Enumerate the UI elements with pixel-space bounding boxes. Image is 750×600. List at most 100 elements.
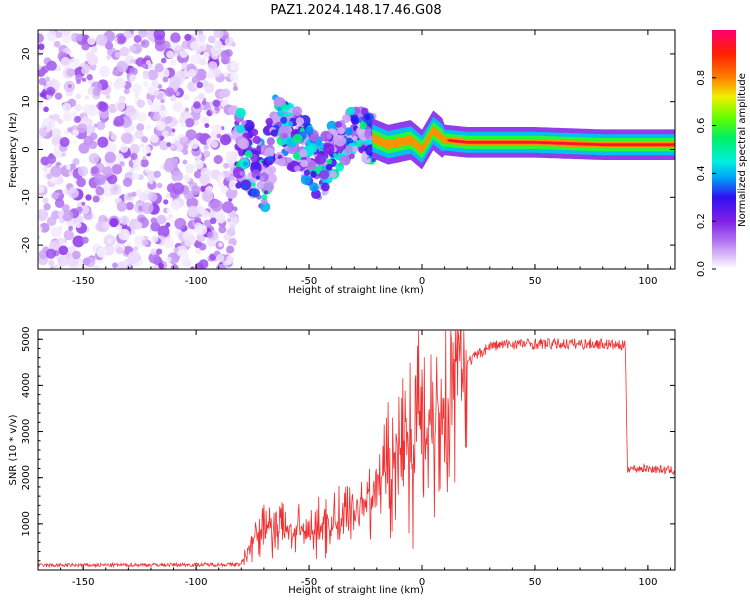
spectrogram-plot-area <box>38 30 675 269</box>
y-tick-label: 10 <box>21 95 32 108</box>
signal-mark <box>340 154 351 166</box>
noise-mark <box>150 134 159 144</box>
noise-mark <box>166 256 172 263</box>
spectrogram-y-label: Frequency (Hz) <box>8 112 19 188</box>
noise-mark <box>169 75 182 88</box>
signal-mark <box>333 152 338 158</box>
noise-mark <box>187 205 199 218</box>
noise-mark <box>46 60 57 71</box>
noise-mark <box>199 116 206 123</box>
noise-mark <box>190 266 195 269</box>
noise-mark <box>188 68 197 78</box>
noise-mark <box>196 224 208 236</box>
noise-mark <box>171 170 184 183</box>
noise-mark <box>170 95 177 102</box>
noise-mark <box>130 152 138 161</box>
noise-mark <box>170 71 175 76</box>
noise-mark <box>160 57 167 64</box>
snr-panel: -150 -100 -50 0 50 100 1000 2000 3000 4000 5000 He… <box>8 327 676 596</box>
noise-mark <box>230 61 239 71</box>
noise-mark <box>163 161 175 173</box>
noise-mark <box>216 133 222 139</box>
y-tick-label: 20 <box>21 48 32 61</box>
signal-mark <box>282 133 288 139</box>
noise-mark <box>216 253 225 263</box>
noise-mark <box>114 100 126 112</box>
noise-mark <box>53 40 61 48</box>
snr-y-label: SNR (10 * v/v) <box>8 414 19 485</box>
noise-mark <box>190 57 195 63</box>
noise-mark <box>81 201 86 206</box>
noise-mark <box>127 192 133 198</box>
noise-mark <box>38 102 44 110</box>
noise-mark <box>43 203 51 211</box>
noise-mark <box>136 123 145 132</box>
signal-mark <box>344 127 353 136</box>
noise-mark <box>218 242 223 248</box>
noise-mark <box>107 238 112 244</box>
signal-mark <box>252 135 261 145</box>
noise-mark <box>218 90 227 99</box>
x-tick-label: -50 <box>301 276 317 287</box>
noise-mark <box>212 112 217 117</box>
noise-mark <box>141 202 154 214</box>
noise-mark <box>92 195 100 203</box>
noise-mark <box>66 256 79 268</box>
noise-mark <box>206 231 214 239</box>
noise-mark <box>81 236 89 244</box>
noise-mark <box>46 86 56 96</box>
noise-mark <box>96 120 106 131</box>
noise-mark <box>81 77 87 82</box>
noise-mark <box>138 30 148 38</box>
noise-mark <box>74 264 79 269</box>
noise-mark <box>176 45 181 51</box>
noise-mark <box>70 110 77 118</box>
noise-mark <box>122 177 133 187</box>
colorbar-tick-label: 0.4 <box>696 165 707 181</box>
noise-mark <box>198 92 205 100</box>
noise-mark <box>175 91 181 97</box>
noise-mark <box>138 192 149 202</box>
noise-mark <box>79 113 85 119</box>
noise-mark <box>205 70 215 79</box>
noise-mark <box>187 193 193 200</box>
noise-mark <box>54 92 63 100</box>
noise-mark <box>85 125 96 135</box>
y-tick-label: 2000 <box>21 465 32 490</box>
noise-mark <box>132 162 142 171</box>
signal-mark <box>309 132 319 143</box>
noise-mark <box>92 265 101 269</box>
noise-mark <box>81 42 90 51</box>
signal-mark <box>325 164 333 171</box>
noise-mark <box>76 79 82 85</box>
signal-mark <box>299 149 308 158</box>
signal-mark <box>319 169 330 180</box>
spectrogram-x-label: Height of straight line (km) <box>288 285 424 296</box>
noise-mark <box>67 84 72 89</box>
noise-mark <box>93 123 99 128</box>
signal-mark <box>264 147 275 158</box>
signal-mark <box>264 190 269 195</box>
noise-mark <box>142 155 147 161</box>
noise-mark <box>45 76 51 82</box>
noise-mark <box>96 247 107 258</box>
colorbar: 0.0 0.2 0.4 0.6 0.8 Normalized spectral ampl… <box>696 30 748 277</box>
noise-mark <box>38 77 47 86</box>
noise-mark <box>195 132 205 142</box>
noise-mark <box>108 131 113 136</box>
noise-mark <box>165 115 173 124</box>
noise-mark <box>151 80 160 88</box>
noise-mark <box>72 250 81 260</box>
noise-mark <box>133 245 139 252</box>
noise-mark <box>98 101 109 112</box>
noise-mark <box>145 59 152 66</box>
noise-mark <box>161 130 169 138</box>
signal-mark <box>261 194 268 201</box>
noise-mark <box>179 50 188 59</box>
noise-mark <box>203 82 215 94</box>
noise-mark <box>114 77 126 89</box>
noise-mark <box>220 185 229 194</box>
noise-mark <box>131 83 143 95</box>
noise-mark <box>101 118 106 124</box>
signal-mark <box>366 158 372 163</box>
